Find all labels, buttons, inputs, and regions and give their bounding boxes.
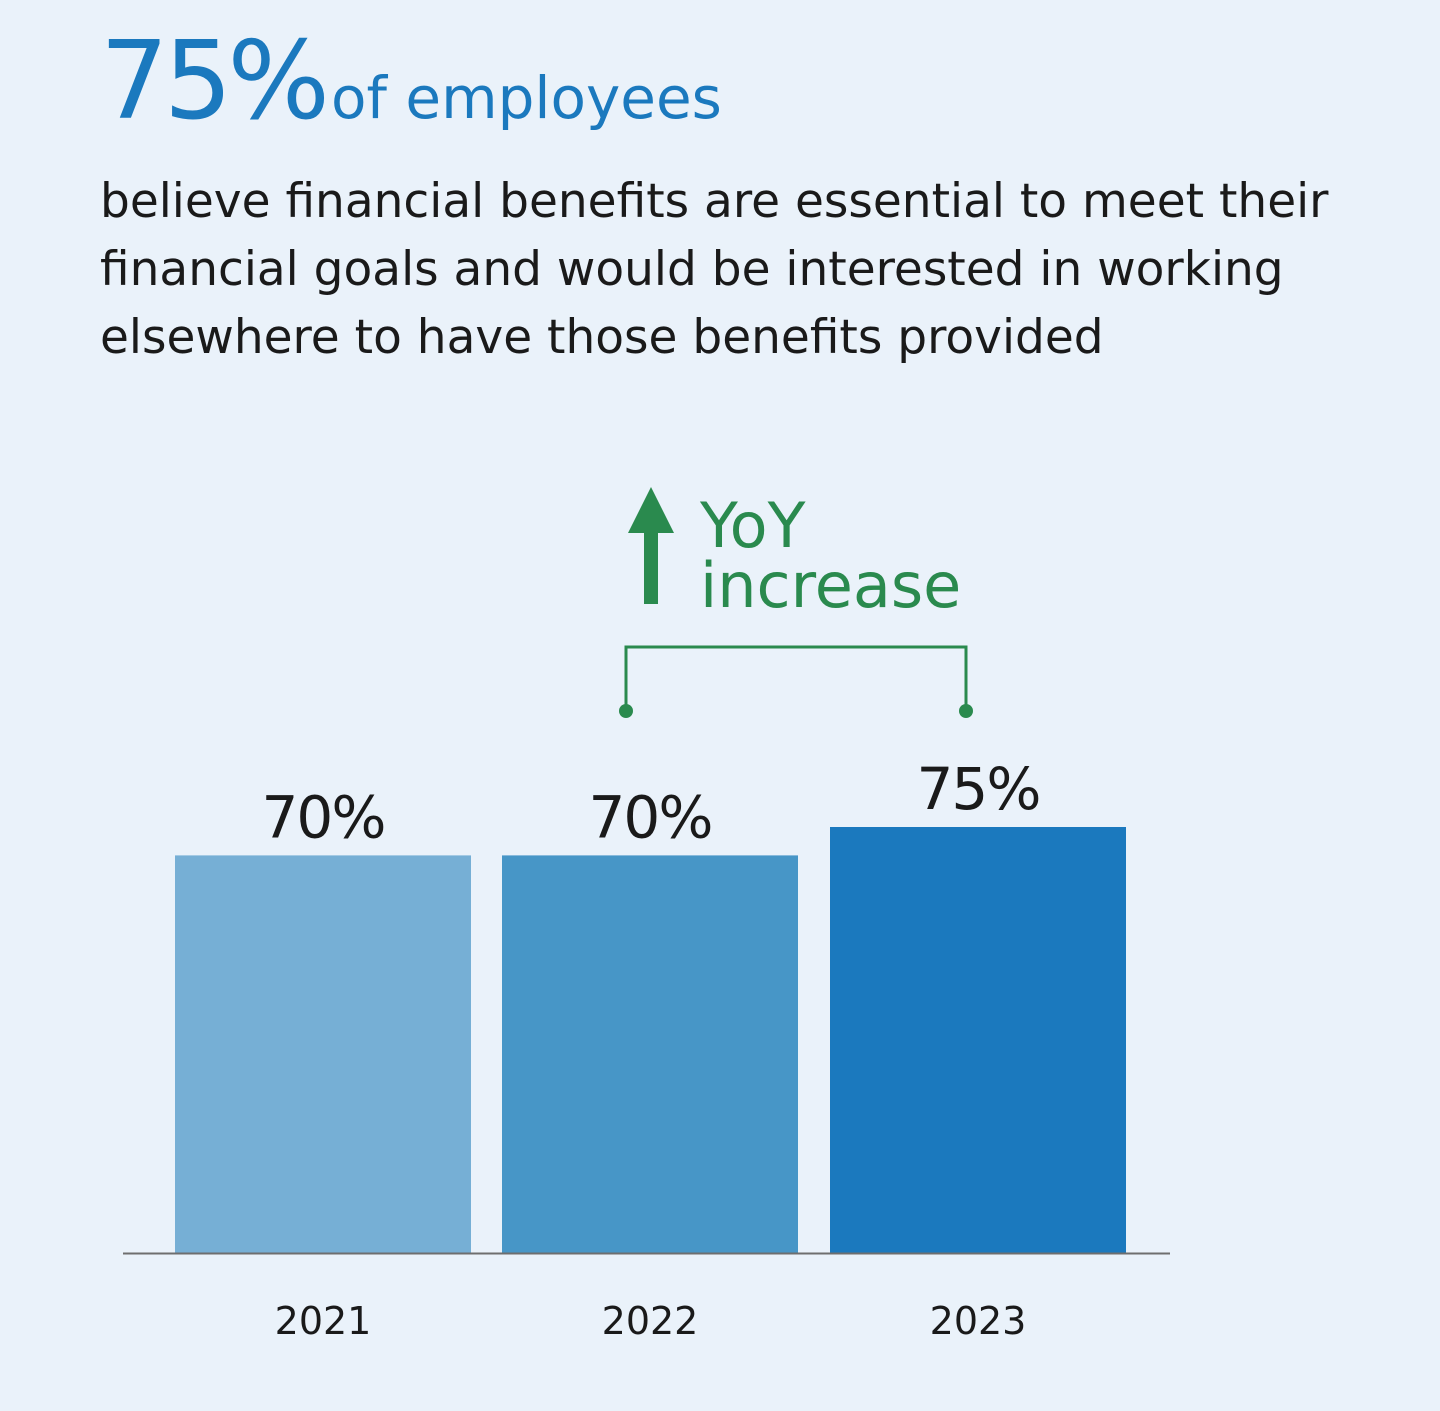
bar-2022 (502, 855, 798, 1253)
yoy-bracket (624, 645, 968, 711)
data-label-2022: 70% (589, 783, 712, 851)
bracket-dot-start (619, 704, 633, 718)
bar-2023 (830, 827, 1126, 1253)
x-tick-label-2023: 2023 (930, 1299, 1027, 1343)
annotation-yoy: YoY (699, 489, 806, 562)
annotation-increase: increase (700, 549, 961, 622)
subtitle: believe financial benefits are essential… (100, 174, 1329, 365)
headline-percent: 75% (100, 19, 330, 144)
bracket-dot-end (959, 704, 973, 718)
up-arrow-icon (628, 487, 674, 604)
x-tick-label-2021: 2021 (275, 1299, 372, 1343)
data-label-2023: 75% (917, 755, 1040, 823)
headline-label: of employees (331, 64, 722, 132)
x-tick-label-2022: 2022 (602, 1299, 699, 1343)
data-label-2021: 70% (262, 783, 385, 851)
bar-2021 (175, 855, 471, 1253)
headline: 75% of employees (100, 28, 722, 136)
